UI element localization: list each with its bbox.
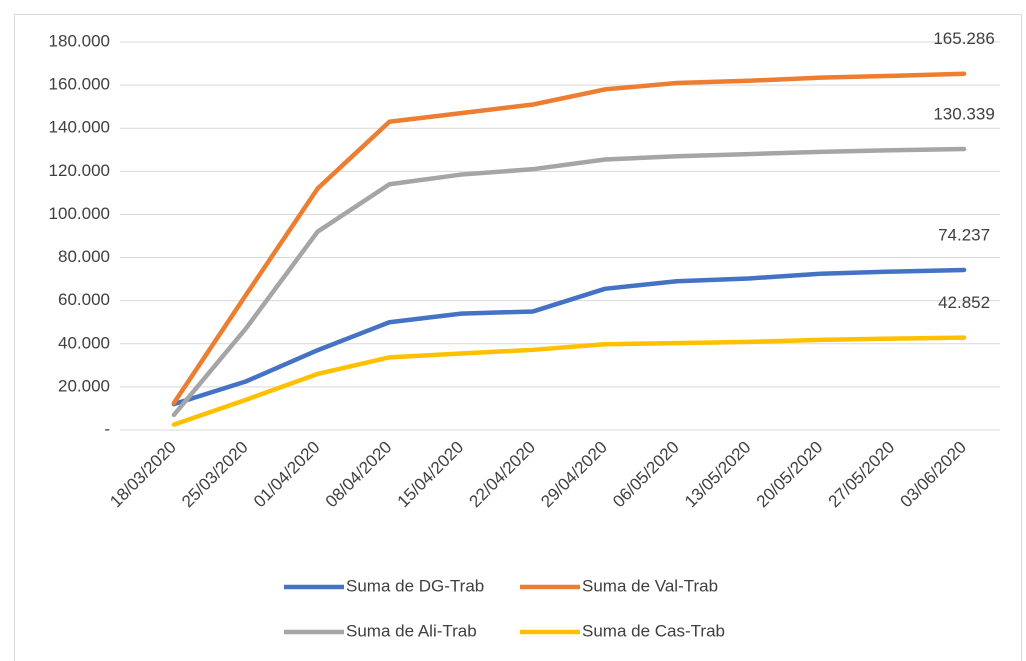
y-tick-label: 140.000 — [49, 118, 110, 137]
series-line — [171, 146, 967, 418]
series-line — [171, 71, 967, 406]
y-tick-label: 120.000 — [49, 161, 110, 180]
legend-label: Suma de DG-Trab — [346, 576, 484, 595]
y-tick-label: 180.000 — [49, 31, 110, 50]
data-label: 165.286 — [933, 29, 994, 48]
legend-label: Suma de Val-Trab — [582, 576, 718, 595]
y-tick-label: 40.000 — [58, 333, 110, 352]
data-label: 74.237 — [938, 225, 990, 244]
legend-label: Suma de Ali-Trab — [346, 621, 477, 640]
y-tick-label: 80.000 — [58, 247, 110, 266]
series-line — [171, 335, 967, 427]
data-label: 130.339 — [933, 105, 994, 124]
y-tick-label: 20.000 — [58, 376, 110, 395]
y-tick-label: 160.000 — [49, 75, 110, 94]
y-tick-label: - — [104, 419, 110, 438]
y-tick-label: 100.000 — [49, 204, 110, 223]
series-line — [171, 267, 967, 407]
legend-label: Suma de Cas-Trab — [582, 621, 725, 640]
y-tick-label: 60.000 — [58, 290, 110, 309]
data-label: 42.852 — [938, 293, 990, 312]
